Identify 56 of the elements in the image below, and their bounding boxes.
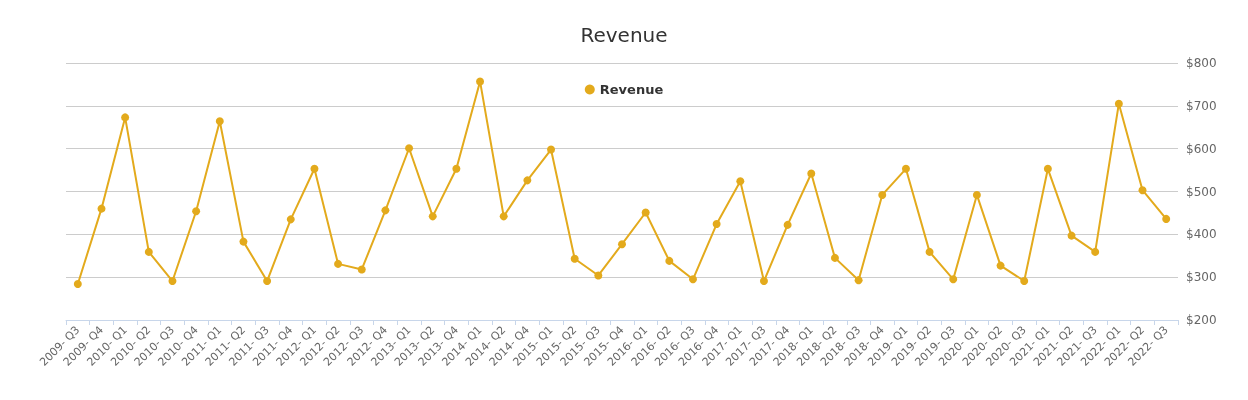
point	[759, 277, 768, 286]
point	[97, 204, 106, 213]
legend-label: Revenue	[599, 82, 664, 97]
point	[736, 177, 745, 186]
point	[144, 247, 153, 256]
point	[263, 277, 272, 286]
point	[452, 164, 461, 173]
point	[1067, 231, 1076, 240]
point	[1091, 247, 1100, 256]
y-tick-label: $400	[1186, 227, 1217, 242]
point	[357, 265, 366, 274]
point	[807, 169, 816, 178]
point	[523, 176, 532, 185]
y-tick-label: $600	[1186, 141, 1217, 156]
point	[476, 77, 485, 86]
point	[405, 144, 414, 153]
point	[239, 237, 248, 246]
point	[641, 208, 650, 217]
point	[192, 207, 201, 216]
point	[570, 254, 579, 263]
point	[1114, 99, 1123, 108]
point	[688, 275, 697, 284]
y-tick-label: $500	[1186, 184, 1217, 199]
point	[215, 117, 224, 126]
point	[73, 280, 82, 289]
point	[972, 190, 981, 199]
point	[996, 261, 1005, 270]
point	[168, 277, 177, 286]
point	[854, 276, 863, 285]
y-tick-label: $800	[1186, 56, 1217, 70]
point	[310, 164, 319, 173]
point	[901, 164, 910, 173]
y-tick-label: $300	[1186, 270, 1217, 285]
chart-title: Revenue	[580, 23, 668, 47]
point	[499, 212, 508, 221]
point	[925, 247, 934, 256]
y-tick-label: $700	[1186, 98, 1217, 113]
point	[286, 215, 295, 224]
point	[830, 253, 839, 262]
point	[594, 271, 603, 280]
y-tick-label: $200	[1186, 313, 1217, 327]
point	[1043, 164, 1052, 173]
point	[1138, 186, 1147, 195]
point	[121, 113, 130, 122]
point	[949, 275, 958, 284]
point	[783, 220, 792, 229]
point	[547, 145, 556, 154]
point	[334, 259, 343, 268]
point	[1020, 277, 1029, 286]
point	[665, 256, 674, 265]
point	[1162, 214, 1171, 223]
point	[381, 206, 390, 215]
point	[712, 220, 721, 229]
point	[878, 190, 887, 199]
point	[618, 240, 626, 249]
point	[428, 212, 437, 221]
